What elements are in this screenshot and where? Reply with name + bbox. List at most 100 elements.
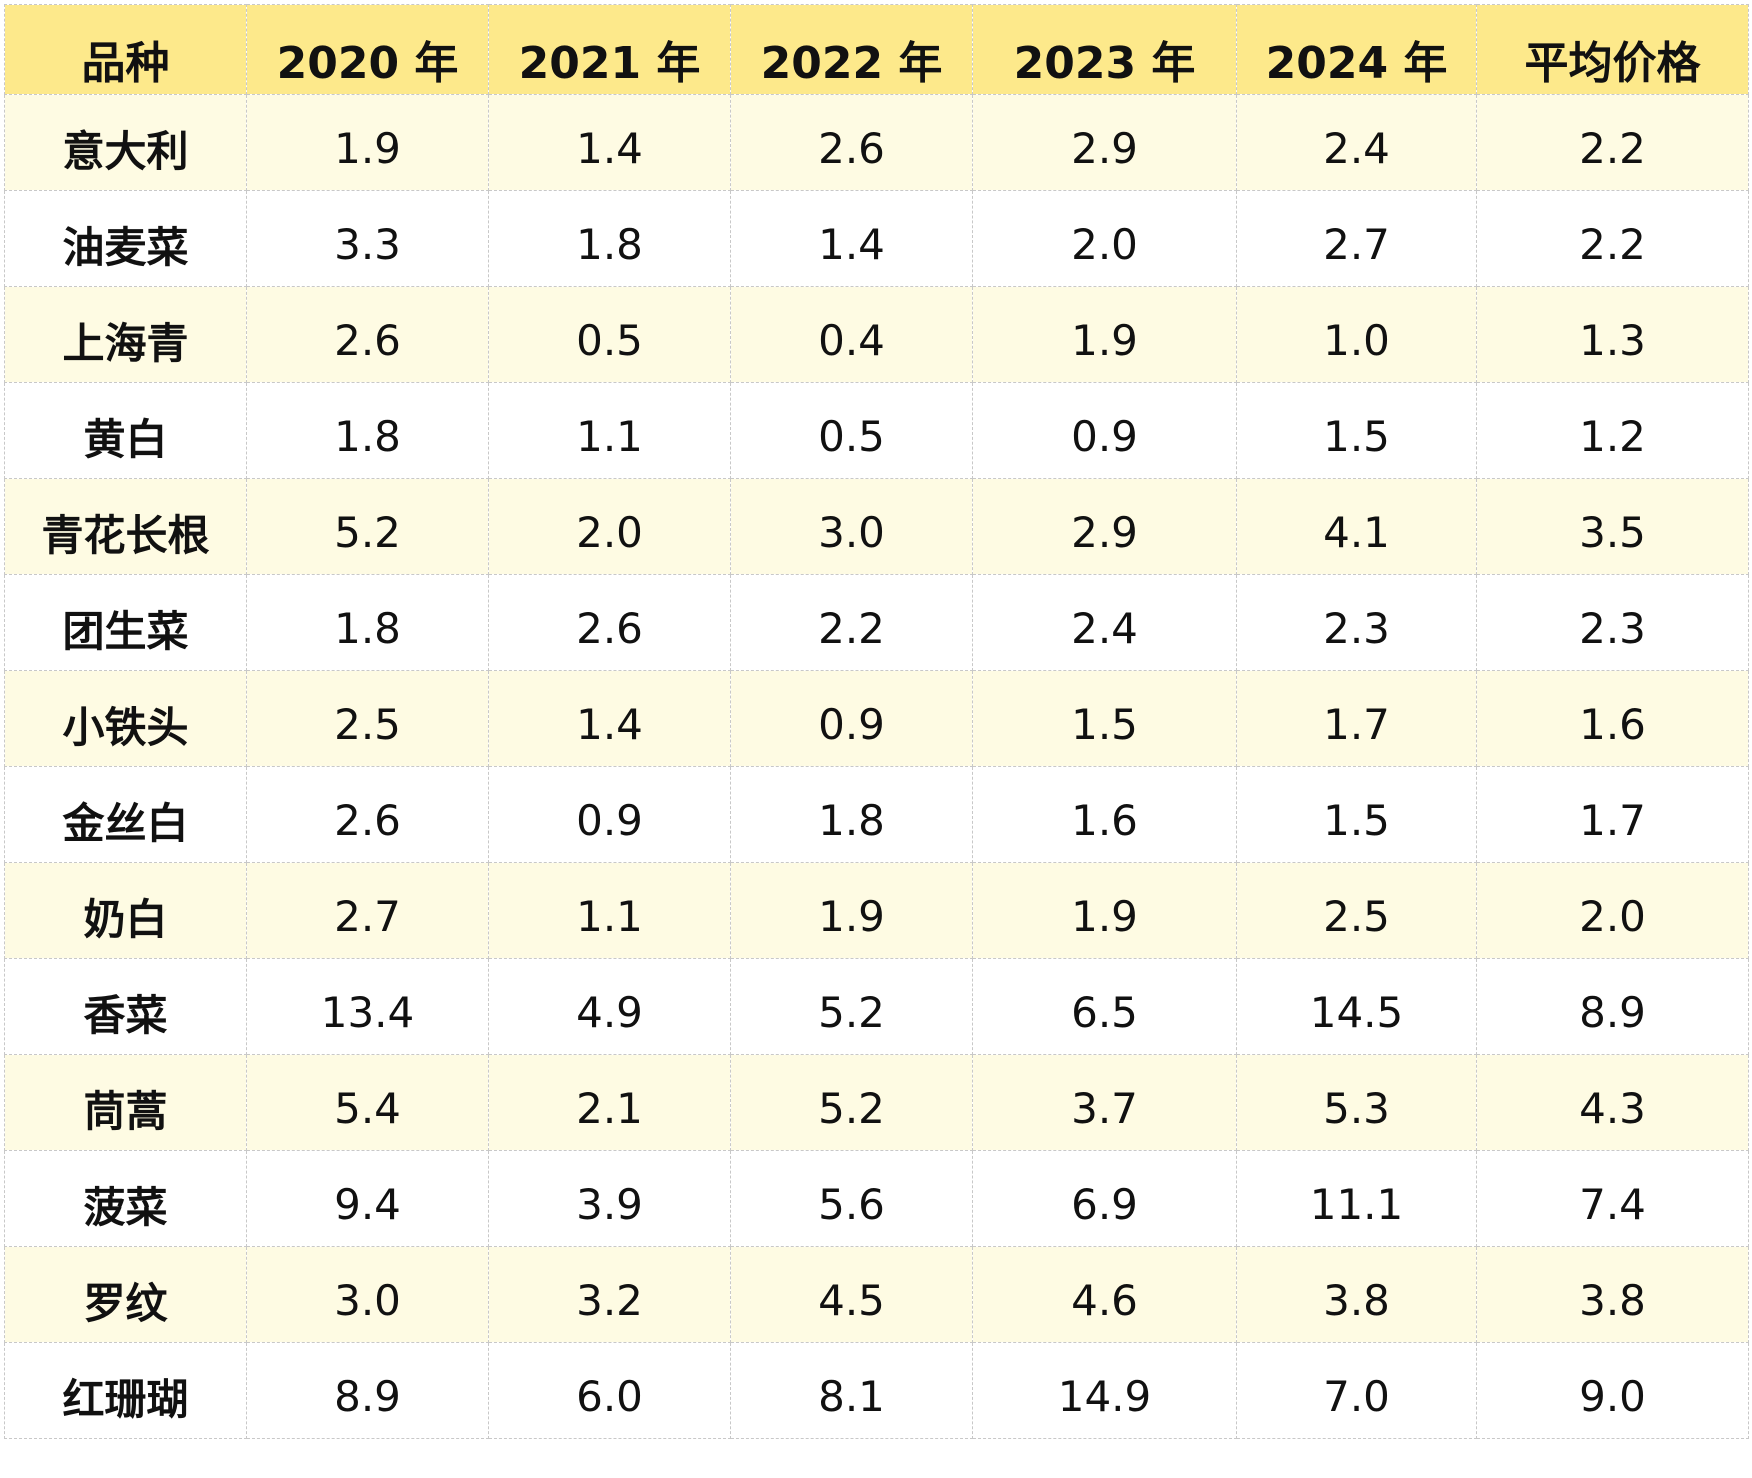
price-cell: 2.4 bbox=[1236, 94, 1477, 191]
variety-name: 香菜 bbox=[4, 958, 247, 1055]
price-cell: 5.2 bbox=[246, 478, 489, 575]
variety-name: 红珊瑚 bbox=[4, 1342, 247, 1439]
header-2021: 2021 年 bbox=[488, 4, 731, 95]
table-row: 油麦菜 3.3 1.8 1.4 2.0 2.7 2.2 bbox=[4, 190, 1749, 287]
price-cell: 1.5 bbox=[1236, 766, 1477, 863]
variety-name: 菠菜 bbox=[4, 1150, 247, 1247]
header-2024: 2024 年 bbox=[1236, 4, 1477, 95]
price-cell: 8.9 bbox=[246, 1342, 489, 1439]
price-cell: 5.6 bbox=[730, 1150, 973, 1247]
price-cell: 1.8 bbox=[488, 190, 731, 287]
price-cell: 2.3 bbox=[1476, 574, 1749, 671]
price-cell: 9.4 bbox=[246, 1150, 489, 1247]
price-cell: 0.5 bbox=[488, 286, 731, 383]
table-row: 菠菜 9.4 3.9 5.6 6.9 11.1 7.4 bbox=[4, 1150, 1749, 1247]
price-cell: 1.1 bbox=[488, 382, 731, 479]
price-cell: 8.1 bbox=[730, 1342, 973, 1439]
price-cell: 1.9 bbox=[972, 862, 1237, 959]
price-cell: 2.0 bbox=[1476, 862, 1749, 959]
price-cell: 2.7 bbox=[246, 862, 489, 959]
price-cell: 14.9 bbox=[972, 1342, 1237, 1439]
price-cell: 8.9 bbox=[1476, 958, 1749, 1055]
variety-name: 青花长根 bbox=[4, 478, 247, 575]
price-cell: 7.4 bbox=[1476, 1150, 1749, 1247]
price-cell: 4.6 bbox=[972, 1246, 1237, 1343]
price-cell: 1.3 bbox=[1476, 286, 1749, 383]
price-cell: 4.3 bbox=[1476, 1054, 1749, 1151]
price-cell: 0.9 bbox=[488, 766, 731, 863]
price-cell: 0.4 bbox=[730, 286, 973, 383]
table-row: 罗纹 3.0 3.2 4.5 4.6 3.8 3.8 bbox=[4, 1246, 1749, 1343]
variety-name: 小铁头 bbox=[4, 670, 247, 767]
price-cell: 2.5 bbox=[246, 670, 489, 767]
table-row: 香菜 13.4 4.9 5.2 6.5 14.5 8.9 bbox=[4, 958, 1749, 1055]
price-cell: 5.2 bbox=[730, 958, 973, 1055]
price-cell: 1.8 bbox=[246, 382, 489, 479]
price-cell: 3.8 bbox=[1236, 1246, 1477, 1343]
price-cell: 1.1 bbox=[488, 862, 731, 959]
price-cell: 2.2 bbox=[730, 574, 973, 671]
variety-name: 团生菜 bbox=[4, 574, 247, 671]
price-cell: 5.3 bbox=[1236, 1054, 1477, 1151]
price-cell: 2.6 bbox=[246, 286, 489, 383]
price-cell: 1.4 bbox=[730, 190, 973, 287]
header-2020: 2020 年 bbox=[246, 4, 489, 95]
header-average-price: 平均价格 bbox=[1476, 4, 1749, 95]
price-cell: 6.5 bbox=[972, 958, 1237, 1055]
price-cell: 1.7 bbox=[1236, 670, 1477, 767]
price-cell: 1.6 bbox=[1476, 670, 1749, 767]
price-cell: 3.8 bbox=[1476, 1246, 1749, 1343]
price-cell: 1.8 bbox=[730, 766, 973, 863]
price-cell: 0.9 bbox=[730, 670, 973, 767]
variety-name: 黄白 bbox=[4, 382, 247, 479]
price-cell: 2.7 bbox=[1236, 190, 1477, 287]
price-cell: 1.5 bbox=[972, 670, 1237, 767]
table-row: 团生菜 1.8 2.6 2.2 2.4 2.3 2.3 bbox=[4, 574, 1749, 671]
variety-name: 上海青 bbox=[4, 286, 247, 383]
table-row: 金丝白 2.6 0.9 1.8 1.6 1.5 1.7 bbox=[4, 766, 1749, 863]
price-cell: 1.4 bbox=[488, 94, 731, 191]
price-cell: 2.9 bbox=[972, 478, 1237, 575]
price-cell: 2.0 bbox=[488, 478, 731, 575]
price-cell: 5.2 bbox=[730, 1054, 973, 1151]
variety-name: 奶白 bbox=[4, 862, 247, 959]
price-cell: 3.0 bbox=[730, 478, 973, 575]
price-cell: 1.5 bbox=[1236, 382, 1477, 479]
header-2023: 2023 年 bbox=[972, 4, 1237, 95]
price-cell: 6.9 bbox=[972, 1150, 1237, 1247]
header-2022: 2022 年 bbox=[730, 4, 973, 95]
price-cell: 1.2 bbox=[1476, 382, 1749, 479]
table-row: 红珊瑚 8.9 6.0 8.1 14.9 7.0 9.0 bbox=[4, 1342, 1749, 1439]
variety-name: 意大利 bbox=[4, 94, 247, 191]
price-cell: 1.9 bbox=[972, 286, 1237, 383]
header-variety: 品种 bbox=[4, 4, 247, 95]
price-cell: 2.6 bbox=[488, 574, 731, 671]
price-cell: 2.3 bbox=[1236, 574, 1477, 671]
price-cell: 5.4 bbox=[246, 1054, 489, 1151]
price-cell: 3.0 bbox=[246, 1246, 489, 1343]
price-cell: 3.3 bbox=[246, 190, 489, 287]
price-cell: 14.5 bbox=[1236, 958, 1477, 1055]
table-row: 茼蒿 5.4 2.1 5.2 3.7 5.3 4.3 bbox=[4, 1054, 1749, 1151]
price-cell: 1.4 bbox=[488, 670, 731, 767]
variety-name: 茼蒿 bbox=[4, 1054, 247, 1151]
price-cell: 1.0 bbox=[1236, 286, 1477, 383]
price-cell: 3.5 bbox=[1476, 478, 1749, 575]
price-cell: 6.0 bbox=[488, 1342, 731, 1439]
price-cell: 2.1 bbox=[488, 1054, 731, 1151]
table-row: 意大利 1.9 1.4 2.6 2.9 2.4 2.2 bbox=[4, 94, 1749, 191]
table-row: 青花长根 5.2 2.0 3.0 2.9 4.1 3.5 bbox=[4, 478, 1749, 575]
price-cell: 2.4 bbox=[972, 574, 1237, 671]
price-cell: 1.9 bbox=[246, 94, 489, 191]
variety-name: 油麦菜 bbox=[4, 190, 247, 287]
variety-name: 金丝白 bbox=[4, 766, 247, 863]
price-cell: 1.6 bbox=[972, 766, 1237, 863]
table-body: 意大利 1.9 1.4 2.6 2.9 2.4 2.2 油麦菜 3.3 1.8 1.4 2.0 2.7 2… bbox=[4, 94, 1749, 1439]
price-cell: 4.5 bbox=[730, 1246, 973, 1343]
price-cell: 9.0 bbox=[1476, 1342, 1749, 1439]
table-row: 奶白 2.7 1.1 1.9 1.9 2.5 2.0 bbox=[4, 862, 1749, 959]
table-row: 小铁头 2.5 1.4 0.9 1.5 1.7 1.6 bbox=[4, 670, 1749, 767]
price-cell: 3.9 bbox=[488, 1150, 731, 1247]
price-cell: 2.6 bbox=[730, 94, 973, 191]
